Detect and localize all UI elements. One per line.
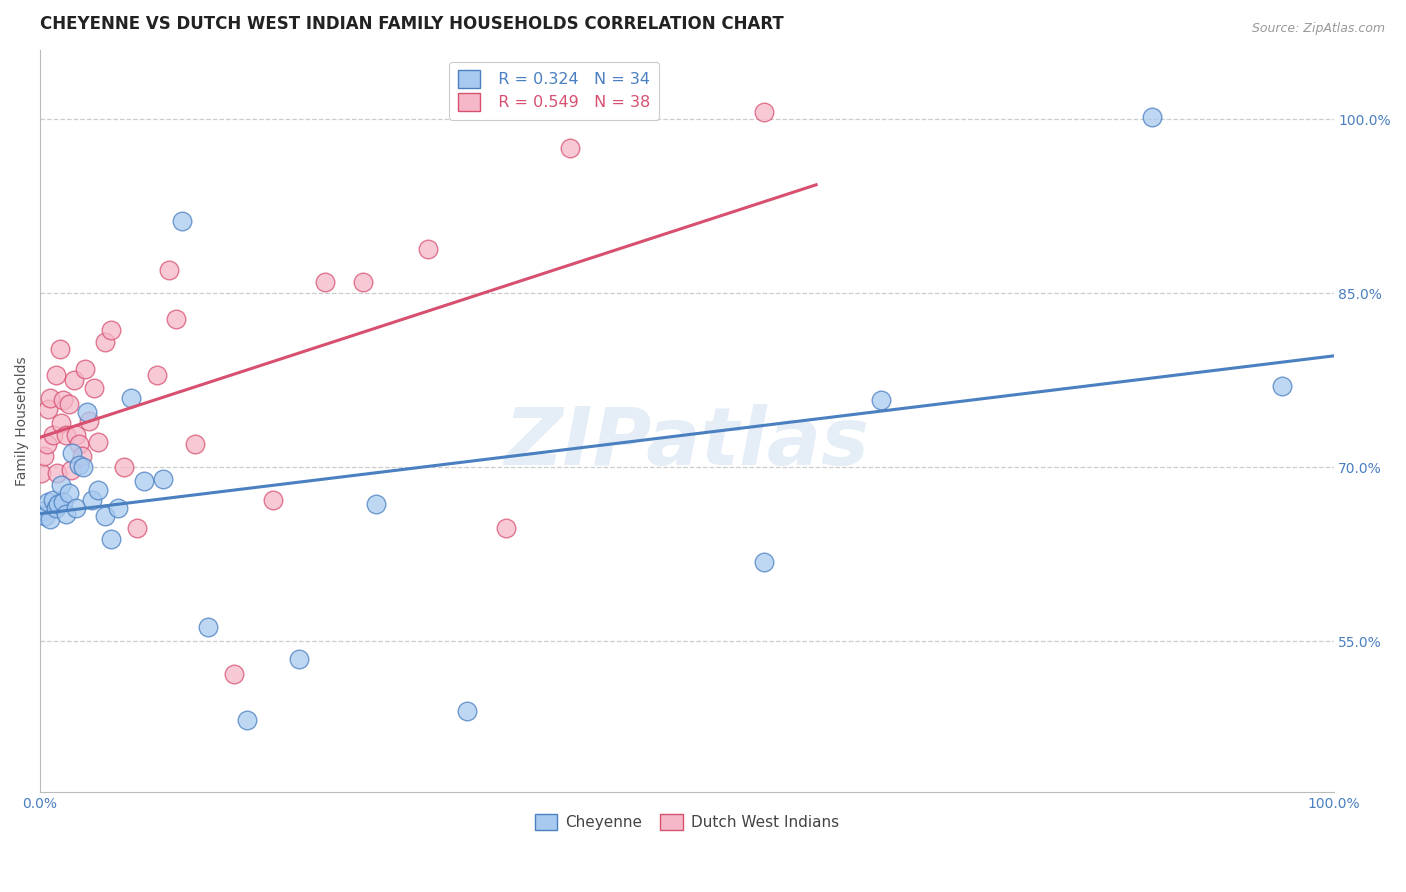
Point	[70, 449, 93, 463]
Point	[560, 141, 582, 155]
Point	[754, 105, 776, 120]
Point	[52, 392, 75, 407]
Point	[87, 434, 110, 449]
Point	[72, 460, 94, 475]
Point	[145, 368, 167, 382]
Point	[418, 242, 440, 256]
Point	[76, 404, 98, 418]
Point	[52, 495, 75, 509]
Point	[35, 437, 58, 451]
Point	[45, 500, 67, 515]
Y-axis label: Family Households: Family Households	[15, 356, 30, 486]
Point	[46, 497, 69, 511]
Point	[49, 477, 72, 491]
Point	[1271, 379, 1294, 393]
Point	[60, 462, 83, 476]
Point	[67, 458, 90, 472]
Point	[184, 437, 207, 451]
Point	[112, 460, 135, 475]
Point	[197, 620, 219, 634]
Point	[127, 520, 149, 534]
Point	[236, 713, 259, 727]
Point	[100, 323, 122, 337]
Point	[1142, 110, 1164, 124]
Point	[32, 449, 55, 463]
Point	[58, 396, 80, 410]
Point	[31, 504, 53, 518]
Point	[495, 520, 517, 534]
Point	[30, 466, 52, 480]
Point	[87, 483, 110, 498]
Point	[65, 427, 87, 442]
Point	[224, 666, 246, 681]
Point	[77, 414, 100, 428]
Point	[65, 500, 87, 515]
Point	[159, 263, 181, 277]
Point	[49, 416, 72, 430]
Legend: Cheyenne, Dutch West Indians: Cheyenne, Dutch West Indians	[529, 808, 845, 837]
Text: CHEYENNE VS DUTCH WEST INDIAN FAMILY HOUSEHOLDS CORRELATION CHART: CHEYENNE VS DUTCH WEST INDIAN FAMILY HOU…	[41, 15, 785, 33]
Point	[48, 342, 70, 356]
Point	[754, 555, 776, 569]
Text: Source: ZipAtlas.com: Source: ZipAtlas.com	[1251, 22, 1385, 36]
Point	[94, 334, 117, 349]
Point	[262, 492, 284, 507]
Point	[100, 532, 122, 546]
Point	[58, 485, 80, 500]
Point	[107, 500, 129, 515]
Point	[45, 466, 67, 480]
Point	[39, 512, 62, 526]
Point	[45, 368, 67, 382]
Point	[132, 474, 155, 488]
Point	[314, 275, 336, 289]
Point	[55, 507, 77, 521]
Point	[152, 472, 174, 486]
Point	[288, 651, 311, 665]
Point	[67, 437, 90, 451]
Point	[80, 492, 103, 507]
Point	[172, 214, 194, 228]
Point	[55, 427, 77, 442]
Point	[94, 508, 117, 523]
Point	[37, 495, 59, 509]
Point	[37, 402, 59, 417]
Point	[62, 446, 84, 460]
Point	[62, 373, 84, 387]
Point	[456, 704, 478, 718]
Point	[42, 427, 65, 442]
Point	[42, 492, 65, 507]
Point	[83, 381, 105, 395]
Point	[39, 391, 62, 405]
Text: ZIPatlas: ZIPatlas	[505, 404, 869, 483]
Point	[34, 508, 56, 523]
Point	[366, 497, 388, 511]
Point	[75, 361, 97, 376]
Point	[869, 392, 891, 407]
Point	[120, 391, 142, 405]
Point	[353, 275, 375, 289]
Point	[165, 311, 187, 326]
